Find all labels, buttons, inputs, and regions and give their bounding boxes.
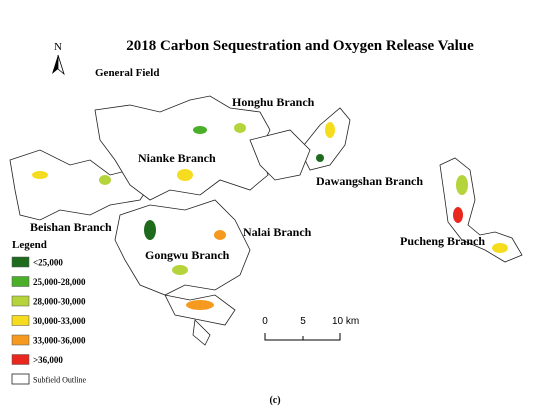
branch-label: Nianke Branch [138, 151, 216, 165]
north-arrow [52, 55, 58, 74]
legend-label: >36,000 [33, 355, 63, 365]
legend-title: Legend [12, 239, 47, 251]
legend: <25,000 25,000-28,000 28,000-30,000 30,000-… [11, 256, 87, 385]
subfield-outlines [9, 95, 523, 346]
scale-label: 5 [300, 316, 306, 327]
stand-patch [456, 175, 468, 195]
legend-swatch [11, 354, 30, 365]
stand-patch [32, 171, 48, 179]
outline [9, 149, 151, 221]
stand-patch [316, 154, 324, 162]
legend-swatch [11, 276, 30, 287]
legend-label: Subfield Outline [33, 376, 87, 385]
map-title: 2018 Carbon Sequestration and Oxygen Rel… [126, 38, 474, 54]
scale-line [264, 333, 341, 341]
legend-label: 30,000-33,000 [33, 316, 86, 326]
legend-label: 28,000-30,000 [33, 297, 86, 307]
stand-patch [492, 243, 508, 253]
legend-swatch [11, 373, 30, 385]
north-label: N [54, 41, 62, 53]
legend-swatch [11, 315, 30, 326]
stand-patch [325, 122, 335, 138]
caption: (c) [269, 395, 280, 406]
scale-label: 10 km [332, 316, 359, 327]
legend-swatch [11, 295, 30, 307]
legend-label: <25,000 [33, 258, 63, 268]
outline [94, 95, 271, 201]
outline [299, 107, 351, 171]
legend-swatch [11, 334, 30, 346]
outline [249, 129, 311, 181]
scale-bar: 0 5 10 km [262, 316, 359, 341]
branch-label: Gongwu Branch [145, 248, 230, 262]
stand-patch [144, 220, 156, 240]
stand-patch [193, 126, 207, 134]
branch-label: Dawangshan Branch [316, 174, 423, 188]
legend-swatch [11, 256, 30, 268]
stand-patch [186, 300, 214, 310]
stand-patch [214, 230, 226, 240]
branch-label: Pucheng Branch [400, 234, 485, 248]
stand-patch [453, 207, 463, 223]
stand-patch [172, 265, 188, 275]
stand-patches [32, 122, 508, 310]
branch-label: Honghu Branch [232, 95, 315, 109]
legend-label: 25,000-28,000 [33, 277, 86, 287]
stand-patch [234, 123, 246, 133]
north-arrow [57, 54, 65, 76]
subtitle: General Field [95, 67, 159, 79]
branch-label: Nalai Branch [243, 225, 312, 239]
stand-patch [99, 175, 111, 185]
stand-patch [177, 169, 193, 181]
outline [192, 319, 211, 346]
scale-label: 0 [262, 316, 268, 327]
branch-label: Beishan Branch [30, 220, 112, 234]
legend-label: 33,000-36,000 [33, 336, 86, 346]
